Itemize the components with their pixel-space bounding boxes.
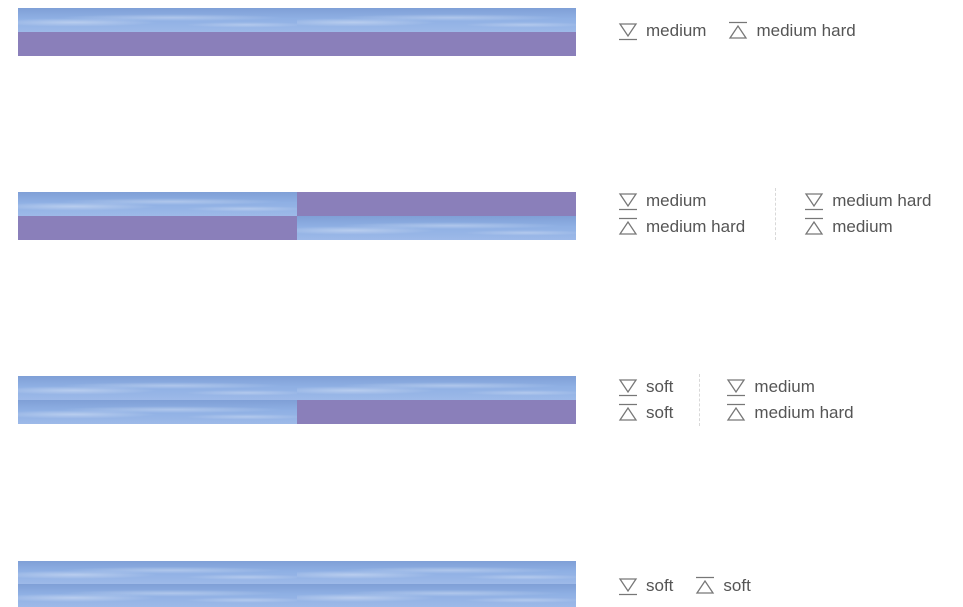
legend-column-left: medium medium hard — [618, 188, 745, 240]
legend-top-label: medium hard — [756, 21, 856, 40]
legend-column-right: medium hard medium — [804, 188, 931, 240]
legend-bottom-label: soft — [646, 377, 674, 396]
bar-top-strip — [18, 376, 576, 400]
legend-top-label: soft — [646, 403, 674, 422]
segment-sky — [18, 400, 297, 424]
segment-sky — [18, 561, 297, 584]
segment-sky — [18, 192, 297, 216]
triangle-down-underline-icon — [618, 21, 638, 41]
triangle-up-overline-icon — [618, 403, 638, 423]
segment-purple — [297, 192, 576, 216]
legend-row-2: medium medium hard medium hard m — [618, 188, 931, 240]
segment-sky — [18, 8, 297, 32]
segment-sky — [297, 8, 576, 32]
triangle-down-underline-icon — [618, 576, 638, 596]
hardness-bar-row-1 — [18, 8, 576, 56]
triangle-down-underline-icon — [804, 191, 824, 211]
legend-divider — [775, 188, 777, 240]
legend-bottom-label: medium — [646, 191, 707, 210]
triangle-up-overline-icon — [728, 21, 748, 41]
legend-bottom-label: medium — [754, 377, 815, 396]
legend-bottom: medium — [618, 18, 706, 44]
legend-column-right: medium medium hard — [726, 374, 854, 426]
legend-top-label: medium hard — [646, 217, 746, 236]
hardness-bar-row-3 — [18, 376, 576, 424]
triangle-up-overline-icon — [618, 217, 638, 237]
legend-divider — [699, 374, 701, 426]
legend-row-4: soft soft — [618, 573, 751, 599]
legend-top: medium hard — [728, 18, 856, 44]
triangle-up-overline-icon — [695, 576, 715, 596]
triangle-down-underline-icon — [726, 377, 746, 397]
segment-sky — [18, 376, 297, 400]
bar-bottom-strip — [18, 216, 576, 240]
triangle-up-overline-icon — [804, 217, 824, 237]
legend-bottom-label: medium hard — [832, 191, 932, 210]
triangle-down-underline-icon — [618, 191, 638, 211]
bar-top-strip — [18, 561, 576, 584]
legend-top-label: medium — [832, 217, 893, 236]
segment-sky — [297, 584, 576, 607]
triangle-down-underline-icon — [618, 377, 638, 397]
bar-bottom-strip — [18, 584, 576, 607]
legend-row-1: medium medium hard — [618, 18, 856, 44]
segment-sky — [297, 561, 576, 584]
legend-bottom-label: medium — [646, 21, 707, 40]
legend-bottom: soft — [618, 573, 673, 599]
legend-top-label: soft — [723, 576, 751, 595]
segment-sky — [297, 376, 576, 400]
legend-top: soft — [695, 573, 751, 599]
triangle-up-overline-icon — [726, 403, 746, 423]
legend-column-left: soft soft — [618, 374, 673, 426]
legend-bottom-label: soft — [646, 576, 674, 595]
bar-bottom-strip — [18, 32, 576, 56]
segment-purple — [297, 400, 576, 424]
legend-row-3: soft soft medium medium hard — [618, 374, 854, 426]
bar-bottom-strip — [18, 400, 576, 424]
segment-purple — [297, 32, 576, 56]
bar-top-strip — [18, 192, 576, 216]
legend-top-label: medium hard — [754, 403, 854, 422]
hardness-bar-row-4 — [18, 561, 576, 607]
hardness-bar-row-2 — [18, 192, 576, 240]
bar-top-strip — [18, 8, 576, 32]
segment-purple — [18, 216, 297, 240]
segment-purple — [18, 32, 297, 56]
segment-sky — [18, 584, 297, 607]
segment-sky — [297, 216, 576, 240]
